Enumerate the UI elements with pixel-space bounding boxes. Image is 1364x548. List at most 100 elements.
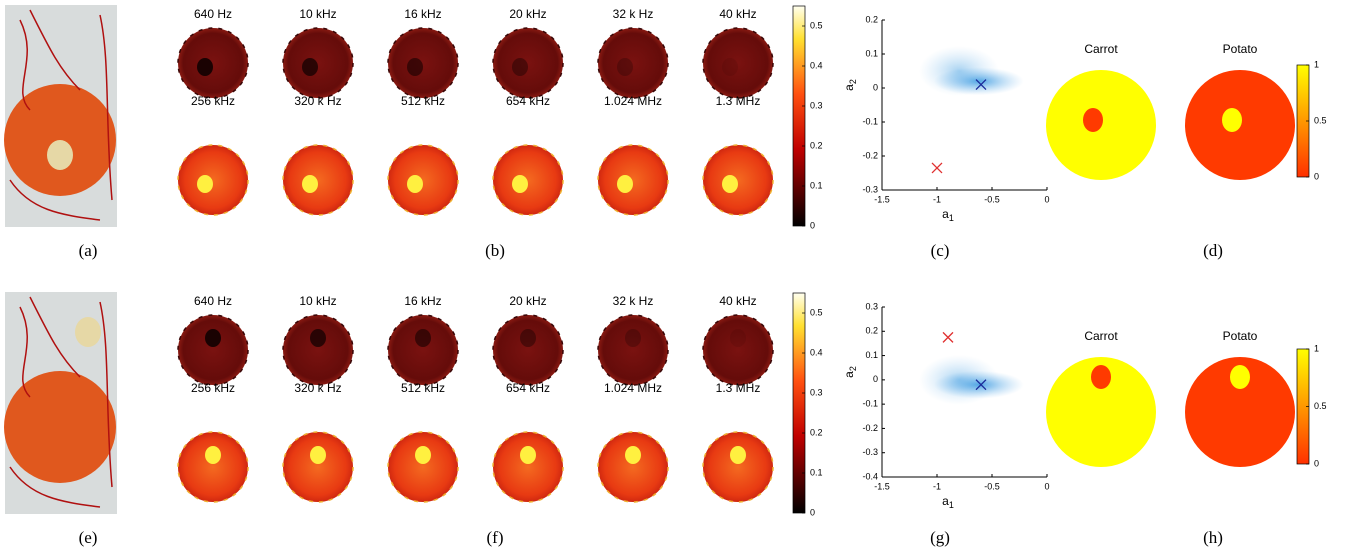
eit-image (282, 144, 354, 216)
y-tick-label: -0.2 (862, 150, 878, 160)
colorbar-tick-label: 0.5 (810, 307, 823, 317)
colorbar-tick-label: 0.2 (810, 140, 823, 150)
x-tick-label: 0 (1044, 481, 1049, 491)
frequency-label: 512 kHz (401, 381, 445, 395)
colorbar-tick-label: 0.2 (810, 427, 823, 437)
marker (942, 331, 954, 343)
frequency-label: 1.3 MHz (716, 94, 761, 108)
eit-image (282, 314, 354, 386)
panel-label: (f) (487, 528, 504, 547)
class-inclusion (1222, 108, 1242, 132)
x-axis-label: a1 (942, 494, 954, 510)
eit-inclusion (415, 446, 431, 464)
colorbar-tick-label: 0 (1314, 458, 1319, 468)
photo-wires (9, 296, 113, 508)
marker (975, 79, 987, 91)
eit-image (177, 314, 249, 386)
eit-image (597, 314, 669, 386)
colorbar-tick-label: 0.5 (1314, 115, 1327, 125)
eit-image (597, 431, 669, 503)
frequency-label: 32 k Hz (613, 294, 654, 308)
class-label: Carrot (1084, 42, 1118, 56)
colorbar-tick-label: 0.1 (810, 467, 823, 477)
eit-inclusion (407, 58, 423, 76)
point-cloud (919, 354, 999, 405)
frequency-label: 20 kHz (509, 294, 546, 308)
eit-image (282, 27, 354, 99)
eit-inclusion (512, 175, 528, 193)
y-tick-label: -0.1 (862, 116, 878, 126)
photo-object (75, 317, 101, 347)
colorbar-tick-label: 0.5 (810, 20, 823, 30)
panel-label: (c) (931, 241, 950, 260)
frequency-label: 320 k Hz (294, 94, 341, 108)
eit-inclusion (520, 329, 536, 347)
x-tick-label: -1 (933, 194, 941, 204)
frequency-label: 40 kHz (719, 294, 756, 308)
y-label-base: a (842, 371, 856, 378)
eit-image (177, 431, 249, 503)
eit-inclusion (617, 175, 633, 193)
frequency-label: 20 kHz (509, 7, 546, 21)
frequency-label: 256 kHz (191, 94, 235, 108)
colorbar-tick-label: 0.4 (810, 347, 823, 357)
x-tick-label: 0 (1044, 194, 1049, 204)
y-label-sub: 2 (848, 79, 858, 84)
eit-image (597, 27, 669, 99)
eit-inclusion (730, 329, 746, 347)
panel-label: (b) (485, 241, 505, 260)
y-tick-label: -0.2 (862, 423, 878, 433)
class-inclusion (1230, 365, 1250, 389)
y-tick-label: 0.1 (865, 350, 878, 360)
eit-image (702, 431, 774, 503)
frequency-label: 16 kHz (404, 7, 441, 21)
colorbar-tick-label: 0 (810, 507, 815, 517)
class-map (1185, 357, 1295, 467)
colorbar-tick-label: 1 (1314, 59, 1319, 69)
marker (975, 379, 987, 391)
y-tick-label: -0.1 (862, 399, 878, 409)
colorbar-tick-label: 0.1 (810, 180, 823, 190)
colorbar-tick-label: 0.4 (810, 60, 823, 70)
eit-image (387, 27, 459, 99)
panel-label: (g) (930, 528, 950, 547)
x-axis-label: a1 (942, 207, 954, 223)
eit-inclusion (512, 58, 528, 76)
class-inclusion (1091, 365, 1111, 389)
frequency-label: 654 kHz (506, 94, 550, 108)
eit-image (282, 431, 354, 503)
frequency-label: 256 kHz (191, 381, 235, 395)
frequency-label: 640 Hz (194, 294, 232, 308)
eit-inclusion (197, 175, 213, 193)
eit-image (597, 144, 669, 216)
y-tick-label: 0.2 (865, 326, 878, 336)
eit-inclusion (722, 175, 738, 193)
eit-image (492, 314, 564, 386)
y-axis-label: a2 (842, 79, 858, 91)
frequency-label: 40 kHz (719, 7, 756, 21)
eit-image (492, 27, 564, 99)
eit-image (387, 144, 459, 216)
eit-inclusion (205, 329, 221, 347)
eit-inclusion (302, 175, 318, 193)
photo-object (47, 140, 73, 170)
frequency-label: 640 Hz (194, 7, 232, 21)
x-tick-label: -1.5 (874, 481, 890, 491)
frequency-label: 1.024 MHz (604, 94, 662, 108)
eit-inclusion (520, 446, 536, 464)
eit-inclusion (625, 446, 641, 464)
colorbar-tick-label: 0.3 (810, 387, 823, 397)
frequency-label: 1.024 MHz (604, 381, 662, 395)
class-map (1046, 357, 1156, 467)
eit-inclusion (407, 175, 423, 193)
frequency-label: 10 kHz (299, 294, 336, 308)
y-tick-label: 0.1 (865, 48, 878, 58)
y-tick-label: 0 (873, 82, 878, 92)
eit-inclusion (302, 58, 318, 76)
eit-image (492, 144, 564, 216)
class-label: Potato (1223, 329, 1258, 343)
colorbar-tick-label: 0 (1314, 171, 1319, 181)
frequency-label: 32 k Hz (613, 7, 654, 21)
eit-image (702, 144, 774, 216)
